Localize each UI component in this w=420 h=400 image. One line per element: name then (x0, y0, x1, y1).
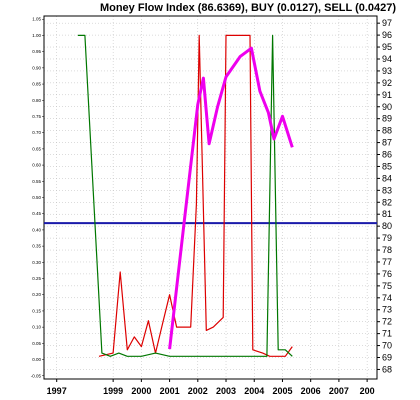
right-tick-label: 73 (382, 305, 392, 315)
right-tick-label: 76 (382, 269, 392, 279)
right-tick-label: 93 (382, 66, 392, 76)
right-tick-label: 84 (382, 173, 392, 183)
right-tick-label: 71 (382, 329, 392, 339)
right-tick-label: 82 (382, 197, 392, 207)
x-tick-label: 2002 (188, 386, 208, 396)
left-tick-label: 0.25 (32, 276, 41, 281)
right-tick-label: 75 (382, 281, 392, 291)
left-tick-label: 0.15 (32, 308, 41, 313)
left-tick-label: -0.05 (31, 373, 42, 378)
right-tick-label: 85 (382, 161, 392, 171)
right-tick-label: 95 (382, 42, 392, 52)
left-tick-label: 0.10 (32, 325, 41, 330)
x-tick-label: 2001 (160, 386, 180, 396)
left-tick-label: 0.80 (32, 98, 41, 103)
left-tick-label: 1.05 (32, 17, 41, 22)
x-tick-label: 1997 (47, 386, 67, 396)
mfi-series-line (168, 46, 294, 350)
right-tick-label: 90 (382, 102, 392, 112)
right-tick-label: 70 (382, 341, 392, 351)
left-tick-label: 0.00 (32, 357, 41, 362)
right-tick-label: 69 (382, 353, 392, 363)
left-tick-label: 0.85 (32, 82, 41, 87)
x-tick-label: 2006 (301, 386, 321, 396)
x-tick-label: 1999 (103, 386, 123, 396)
right-tick-label: 78 (382, 245, 392, 255)
left-tick-label: 0.75 (32, 114, 41, 119)
right-tick-label: 81 (382, 209, 392, 219)
x-tick-label: 200 (360, 386, 375, 396)
right-tick-label: 87 (382, 138, 392, 148)
left-tick-label: 0.30 (32, 260, 41, 265)
left-tick-label: 0.70 (32, 130, 41, 135)
left-tick-label: 0.65 (32, 146, 41, 151)
x-tick-label: 2004 (244, 386, 264, 396)
series-layer (77, 34, 294, 357)
right-tick-label: 86 (382, 150, 392, 160)
right-tick-label: 68 (382, 364, 392, 374)
x-tick-label: 2000 (131, 386, 151, 396)
right-tick-label: 94 (382, 54, 392, 64)
x-tick-label: 2005 (272, 386, 292, 396)
left-tick-label: 1.00 (32, 33, 41, 38)
x-tick-label: 2007 (329, 386, 349, 396)
sell-series-line (77, 34, 293, 357)
right-tick-label: 88 (382, 126, 392, 136)
right-tick-label: 89 (382, 114, 392, 124)
left-axis: 1.05 1.00 0.95 0.90 0.85 0.80 0.75 0.70 0.65 0.60… (31, 17, 44, 378)
right-tick-label: 79 (382, 233, 392, 243)
right-tick-label: 91 (382, 90, 392, 100)
right-tick-label: 72 (382, 317, 392, 327)
chart-title: Money Flow Index (86.6369), BUY (0.0127)… (100, 2, 396, 14)
right-tick-label: 97 (382, 18, 392, 28)
right-tick-label: 80 (382, 221, 392, 231)
left-tick-label: 0.35 (32, 244, 41, 249)
right-tick-label: 92 (382, 78, 392, 88)
left-tick-label: 0.50 (32, 195, 41, 200)
left-tick-label: 0.40 (32, 227, 41, 232)
x-tick-label: 2003 (216, 386, 236, 396)
buy-series-line (98, 34, 293, 357)
left-tick-label: 0.05 (32, 341, 41, 346)
right-tick-label: 77 (382, 257, 392, 267)
right-tick-label: 74 (382, 293, 392, 303)
right-tick-label: 96 (382, 30, 392, 40)
left-tick-label: 0.45 (32, 211, 41, 216)
x-axis: 1997 1999 2000 2001 2002 2003 2004 2005 2006 2007… (47, 379, 375, 396)
left-tick-label: 0.60 (32, 163, 41, 168)
left-tick-label: 0.20 (32, 292, 41, 297)
left-tick-label: 0.55 (32, 179, 41, 184)
right-tick-label: 83 (382, 185, 392, 195)
left-tick-label: 0.90 (32, 65, 41, 70)
left-tick-label: 0.95 (32, 49, 41, 54)
